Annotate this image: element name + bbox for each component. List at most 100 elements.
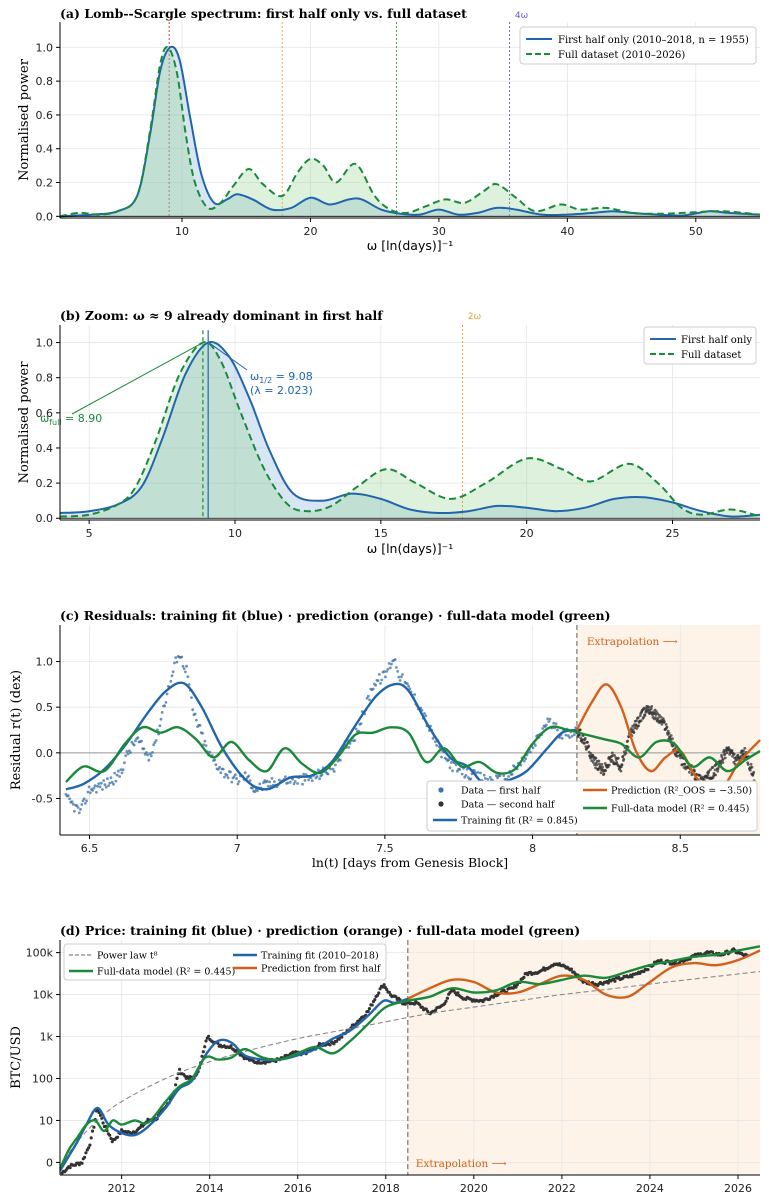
panel-a-y-tick-label: 0.2 <box>36 177 54 190</box>
panel-c-data-point <box>601 766 604 769</box>
panel-b-legend-label: First half only <box>681 335 752 346</box>
panel-c-data-point <box>586 741 589 744</box>
panel-c-data-point <box>101 788 104 791</box>
panel-c-data-point <box>267 785 270 788</box>
panel-c-data-point <box>507 775 510 778</box>
panel-c-data-point <box>115 780 118 783</box>
panel-c-data-point <box>683 763 686 766</box>
panel-d-price-point <box>84 1151 87 1154</box>
panel-c-y-tick-label: 0.0 <box>36 747 54 760</box>
panel-c-data-point <box>552 722 555 725</box>
panel-c-data-point <box>347 746 350 749</box>
panel-d-price-point <box>92 1126 95 1129</box>
panel-d-y-tick-label: 100k <box>26 947 54 960</box>
panel-c-data-point <box>545 724 548 727</box>
panel-b-x-tick-label: 20 <box>520 527 534 540</box>
panel-c-data-point <box>561 737 564 740</box>
panel-d-price-point <box>613 980 616 983</box>
panel-c-data-point <box>724 757 727 760</box>
panel-d-price-point <box>383 983 386 986</box>
panel-b-annotation-omega-half: ω1/2 = 9.08 <box>250 370 313 385</box>
panel-b-x-tick-label: 15 <box>374 527 388 540</box>
panel-c-data-point <box>311 779 314 782</box>
panel-c-data-point <box>477 771 480 774</box>
panel-c-x-tick-label: 6.5 <box>81 842 99 855</box>
panel-d-legend-label: Full-data model (R² = 0.445) <box>97 967 235 978</box>
panel-c-data-point <box>79 808 82 811</box>
panel-c-data-point <box>80 803 83 806</box>
panel-c-data-point <box>716 770 719 773</box>
panel-c-data-point <box>714 774 717 777</box>
panel-c-data-point <box>565 734 568 737</box>
panel-c-data-point <box>129 751 132 754</box>
panel-c-data-point <box>413 693 416 696</box>
panel-c-data-point <box>104 783 107 786</box>
panel-c-data-point <box>579 728 582 731</box>
panel-b-legend: First half onlyFull dataset <box>644 327 756 364</box>
panel-d-price-point <box>368 1007 371 1010</box>
panel-c-data-point <box>165 701 168 704</box>
panel-c-data-point <box>124 754 127 757</box>
panel-c-data-point <box>107 784 110 787</box>
panel-d-x-tick-label: 2014 <box>196 1182 224 1195</box>
panel-d-price-point <box>69 1166 72 1169</box>
panel-c-data-point <box>549 718 552 721</box>
panel-d-price-point <box>202 1050 205 1053</box>
panel-d-price-point <box>204 1039 207 1042</box>
panel-d-price-point <box>522 976 525 979</box>
panel-c-data-point <box>145 751 148 754</box>
panel-c-data-point <box>301 783 304 786</box>
panel-c-data-point <box>406 682 409 685</box>
figure: 10 20 30 40 500.00.20.40.60.81.04ω(a) Lomb--… <box>0 0 769 1200</box>
panel-c-data-point <box>87 791 90 794</box>
panel-c-data-point <box>213 759 216 762</box>
panel-c-data-point <box>108 782 111 785</box>
panel-d-legend: Power law t⁸Full-data model (R² = 0.445)… <box>64 944 386 980</box>
panel-c-data-point <box>123 761 126 764</box>
panel-c-data-point <box>230 781 233 784</box>
panel-c-data-point <box>244 771 247 774</box>
panel-c-data-point <box>379 682 382 685</box>
panel-a-x-tick-label: 20 <box>303 225 317 238</box>
panel-c-data-point <box>229 771 232 774</box>
panel-c-data-point <box>450 761 453 764</box>
panel-c-data-point <box>374 684 377 687</box>
panel-c-data-point <box>182 665 185 668</box>
panel-c-data-point <box>449 766 452 769</box>
panel-c-data-point <box>568 736 571 739</box>
panel-c-x-tick-label: 7.5 <box>376 842 394 855</box>
panel-c-legend: Data — first half Data — second half Train… <box>427 781 757 831</box>
panel-b-y-tick-label: 0.0 <box>36 512 54 525</box>
panel-c-data-point <box>151 751 154 754</box>
panel-b-title: (b) Zoom: ω ≈ 9 already dominant in firs… <box>60 308 384 323</box>
panel-c-legend-label: Data — first half <box>461 786 542 797</box>
panel-c-extrapolation-label: Extrapolation ⟶ <box>587 636 678 648</box>
panel-b-xlabel: ω [ln(days)]⁻¹ <box>367 541 453 556</box>
panel-c-data-point <box>89 791 92 794</box>
panel-c-data-point <box>637 716 640 719</box>
panel-a-legend-label: Full dataset (2010–2026) <box>558 50 685 61</box>
panel-c-data-point <box>222 768 225 771</box>
panel-c-data-point <box>595 764 598 767</box>
panel-c-data-point <box>118 775 121 778</box>
panel-d-price-point <box>229 1044 232 1047</box>
panel-c-data-point <box>621 764 624 767</box>
panel-c-data-point <box>595 757 598 760</box>
panel-c-data-point <box>620 770 623 773</box>
panel-c-data-point <box>711 766 714 769</box>
panel-c-residuals: 6.5 7 7.5 8 8.5 -0.5 0.0 0.5 1.0 Extrapolation ⟶ (… <box>9 608 760 870</box>
panel-b-y-tick-label: 0.4 <box>36 442 54 455</box>
panel-c-data-point <box>396 670 399 673</box>
panel-c-data-point <box>511 773 514 776</box>
panel-b-harmonic-label: 2ω <box>468 312 481 322</box>
panel-c-data-point <box>176 661 179 664</box>
panel-d-price-point <box>371 1003 374 1006</box>
panel-c-data-point <box>105 786 108 789</box>
panel-c-legend-swatch <box>438 801 443 806</box>
panel-c-data-point <box>235 777 238 780</box>
panel-a-y-tick-label: 0.0 <box>36 210 54 223</box>
panel-b-y-tick-label: 0.8 <box>36 372 54 385</box>
panel-c-data-point <box>603 773 606 776</box>
panel-c-data-point <box>399 679 402 682</box>
panel-d-x-tick-label: 2024 <box>636 1182 664 1195</box>
